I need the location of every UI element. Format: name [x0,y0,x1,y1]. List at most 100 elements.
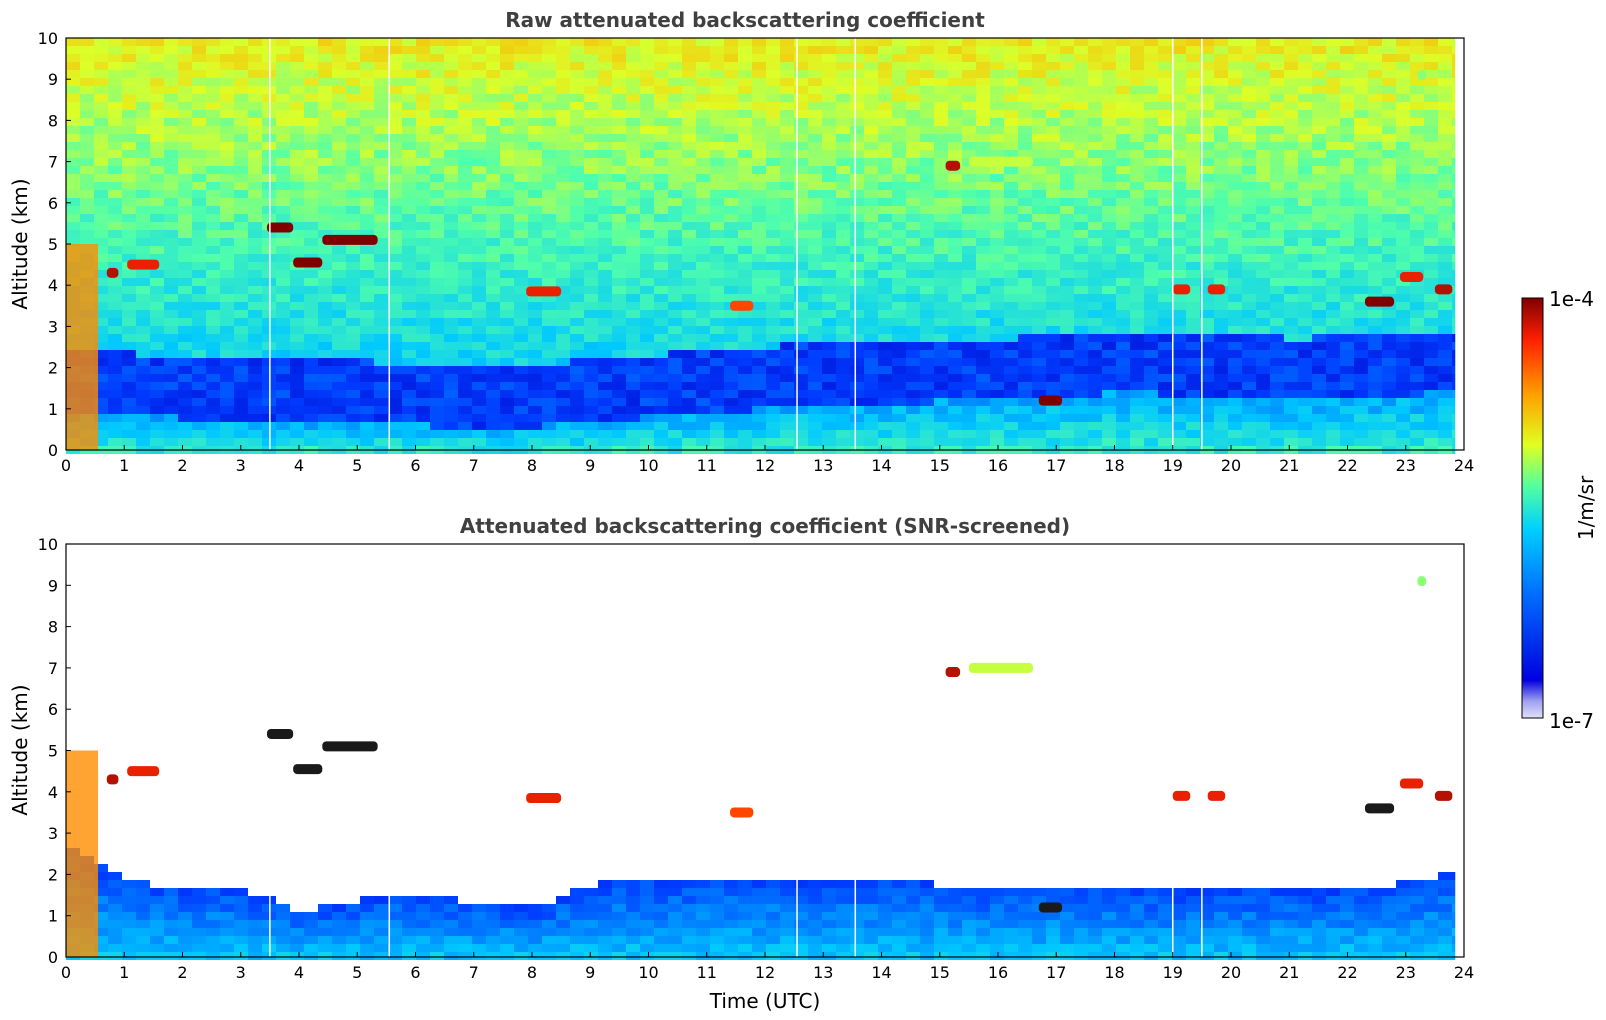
heatmap-cell [1172,398,1186,406]
heatmap-cell [1284,246,1298,254]
heatmap-cell [1144,110,1158,118]
heatmap-cell [150,206,164,214]
heatmap-cell [836,142,850,150]
heatmap-cell [556,366,570,374]
heatmap-cell [430,54,444,62]
heatmap-cell [318,246,332,254]
heatmap-cell [1158,166,1172,174]
heatmap-cell [948,262,962,270]
heatmap-cell [416,278,430,286]
heatmap-cell [276,254,290,262]
heatmap-cell [290,398,304,406]
heatmap-cell [332,70,346,78]
heatmap-cell [178,214,192,222]
heatmap-cell [1116,246,1130,254]
heatmap-cell [962,310,976,318]
heatmap-cell [990,230,1004,238]
heatmap-cell [472,294,486,302]
heatmap-cell [1158,334,1172,342]
heatmap-cell [444,390,458,398]
heatmap-cell [500,254,514,262]
heatmap-cell [864,38,878,46]
heatmap-cell [920,190,934,198]
heatmap-cell [1186,46,1200,54]
heatmap-cell [262,310,276,318]
heatmap-cell [374,190,388,198]
heatmap-cell [360,54,374,62]
heatmap-cell [374,294,388,302]
heatmap-cell [318,46,332,54]
heatmap-cell [486,430,500,438]
heatmap-cell [654,406,668,414]
heatmap-cell [1130,406,1144,414]
heatmap-cell [108,46,122,54]
heatmap-cell [1228,382,1242,390]
heatmap-cell [962,430,976,438]
heatmap-cell [962,246,976,254]
heatmap-cell [220,70,234,78]
heatmap-cell [1102,206,1116,214]
heatmap-cell [164,78,178,86]
heatmap-cell [122,286,136,294]
heatmap-cell [1284,310,1298,318]
heatmap-cell [178,406,192,414]
heatmap-cell [668,254,682,262]
heatmap-cell [794,430,808,438]
heatmap-cell [738,46,752,54]
heatmap-cell [192,190,206,198]
heatmap-cell [108,94,122,102]
heatmap-cell [360,254,374,262]
heatmap-cell [150,150,164,158]
heatmap-cell [808,294,822,302]
heatmap-cell [80,94,94,102]
heatmap-cell [1074,78,1088,86]
heatmap-cell [668,78,682,86]
heatmap-cell [682,254,696,262]
heatmap-cell [878,398,892,406]
heatmap-cell [1270,70,1284,78]
heatmap-cell [1088,302,1102,310]
heatmap-cell [332,286,346,294]
heatmap-cell [1242,166,1256,174]
heatmap-cell [668,238,682,246]
heatmap-cell [808,46,822,54]
heatmap-cell [416,334,430,342]
heatmap-cell [1284,46,1298,54]
heatmap-cell [388,142,402,150]
heatmap-cell [360,390,374,398]
heatmap-cell [416,286,430,294]
heatmap-cell [1018,246,1032,254]
heatmap-cell [108,342,122,350]
heatmap-cell [1172,182,1186,190]
heatmap-cell [780,198,794,206]
heatmap-cell [612,222,626,230]
heatmap-cell [1256,158,1270,166]
heatmap-cell [1200,182,1214,190]
heatmap-cell [94,334,108,342]
heatmap-cell [808,406,822,414]
heatmap-cell [766,182,780,190]
heatmap-cell [990,262,1004,270]
heatmap-cell [528,294,542,302]
heatmap-cell [878,310,892,318]
heatmap-cell [94,270,108,278]
heatmap-cell [1284,70,1298,78]
heatmap-cell [514,182,528,190]
heatmap-cell [710,310,724,318]
heatmap-cell [738,246,752,254]
heatmap-cell [94,62,108,70]
heatmap-cell [962,334,976,342]
heatmap-cell [234,150,248,158]
heatmap-cell [262,438,276,446]
heatmap-cell [976,326,990,334]
heatmap-cell [248,422,262,430]
heatmap-cell [402,230,416,238]
heatmap-cell [234,278,248,286]
heatmap-cell [416,94,430,102]
heatmap-cell [1172,374,1186,382]
heatmap-cell [1228,118,1242,126]
heatmap-cell [150,438,164,446]
heatmap-cell [1018,326,1032,334]
heatmap-cell [808,310,822,318]
heatmap-cell [1326,302,1340,310]
